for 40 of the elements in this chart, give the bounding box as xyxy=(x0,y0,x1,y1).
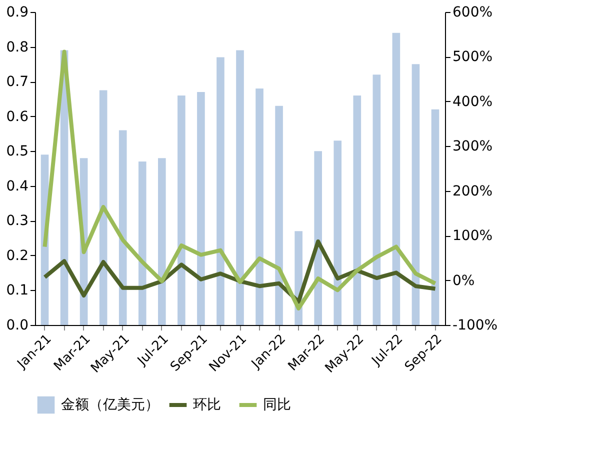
bar xyxy=(256,88,264,325)
bar xyxy=(99,90,108,325)
bar xyxy=(372,74,381,325)
legend-label: 金额（亿美元） xyxy=(61,397,159,413)
bar xyxy=(412,64,420,325)
bar xyxy=(392,32,400,325)
bar xyxy=(353,95,362,325)
y-tick-label: 0.1 xyxy=(6,282,28,299)
y2-tick-label: 200% xyxy=(452,183,493,200)
y-tick-label: 0.7 xyxy=(6,74,28,90)
bar xyxy=(138,162,146,325)
line-series xyxy=(42,239,438,304)
y-tick-label: 0.8 xyxy=(6,39,28,56)
y2-tick-label: 600% xyxy=(452,4,493,20)
y2-tick-label: 500% xyxy=(452,49,493,66)
bar xyxy=(158,158,166,325)
y-tick-label: 0.3 xyxy=(6,213,28,230)
bar xyxy=(178,95,186,325)
bar xyxy=(275,106,283,325)
legend-label: 同比 xyxy=(263,397,291,413)
bar xyxy=(334,140,342,325)
y2-tick-label: 100% xyxy=(452,228,493,244)
bar xyxy=(236,50,244,325)
y-tick-label: 0.5 xyxy=(6,144,28,160)
y-tick-label: 0.9 xyxy=(6,4,28,20)
y-tick-label: 0.4 xyxy=(6,178,29,194)
bar xyxy=(197,92,205,325)
y-tick-label: 0.0 xyxy=(6,318,28,334)
bar xyxy=(118,130,127,325)
y-tick-label: 0.2 xyxy=(6,248,28,264)
y2-tick-label: 400% xyxy=(452,94,493,110)
bar xyxy=(216,57,224,325)
y2-tick-label: 0% xyxy=(452,272,475,289)
y2-tick-label: -100% xyxy=(452,318,498,334)
bar xyxy=(314,151,322,325)
y2-tick-label: 300% xyxy=(452,138,493,155)
legend-label: 环比 xyxy=(193,397,221,413)
y-tick-label: 0.6 xyxy=(6,108,29,125)
line-series xyxy=(42,50,438,310)
bar xyxy=(431,109,440,325)
